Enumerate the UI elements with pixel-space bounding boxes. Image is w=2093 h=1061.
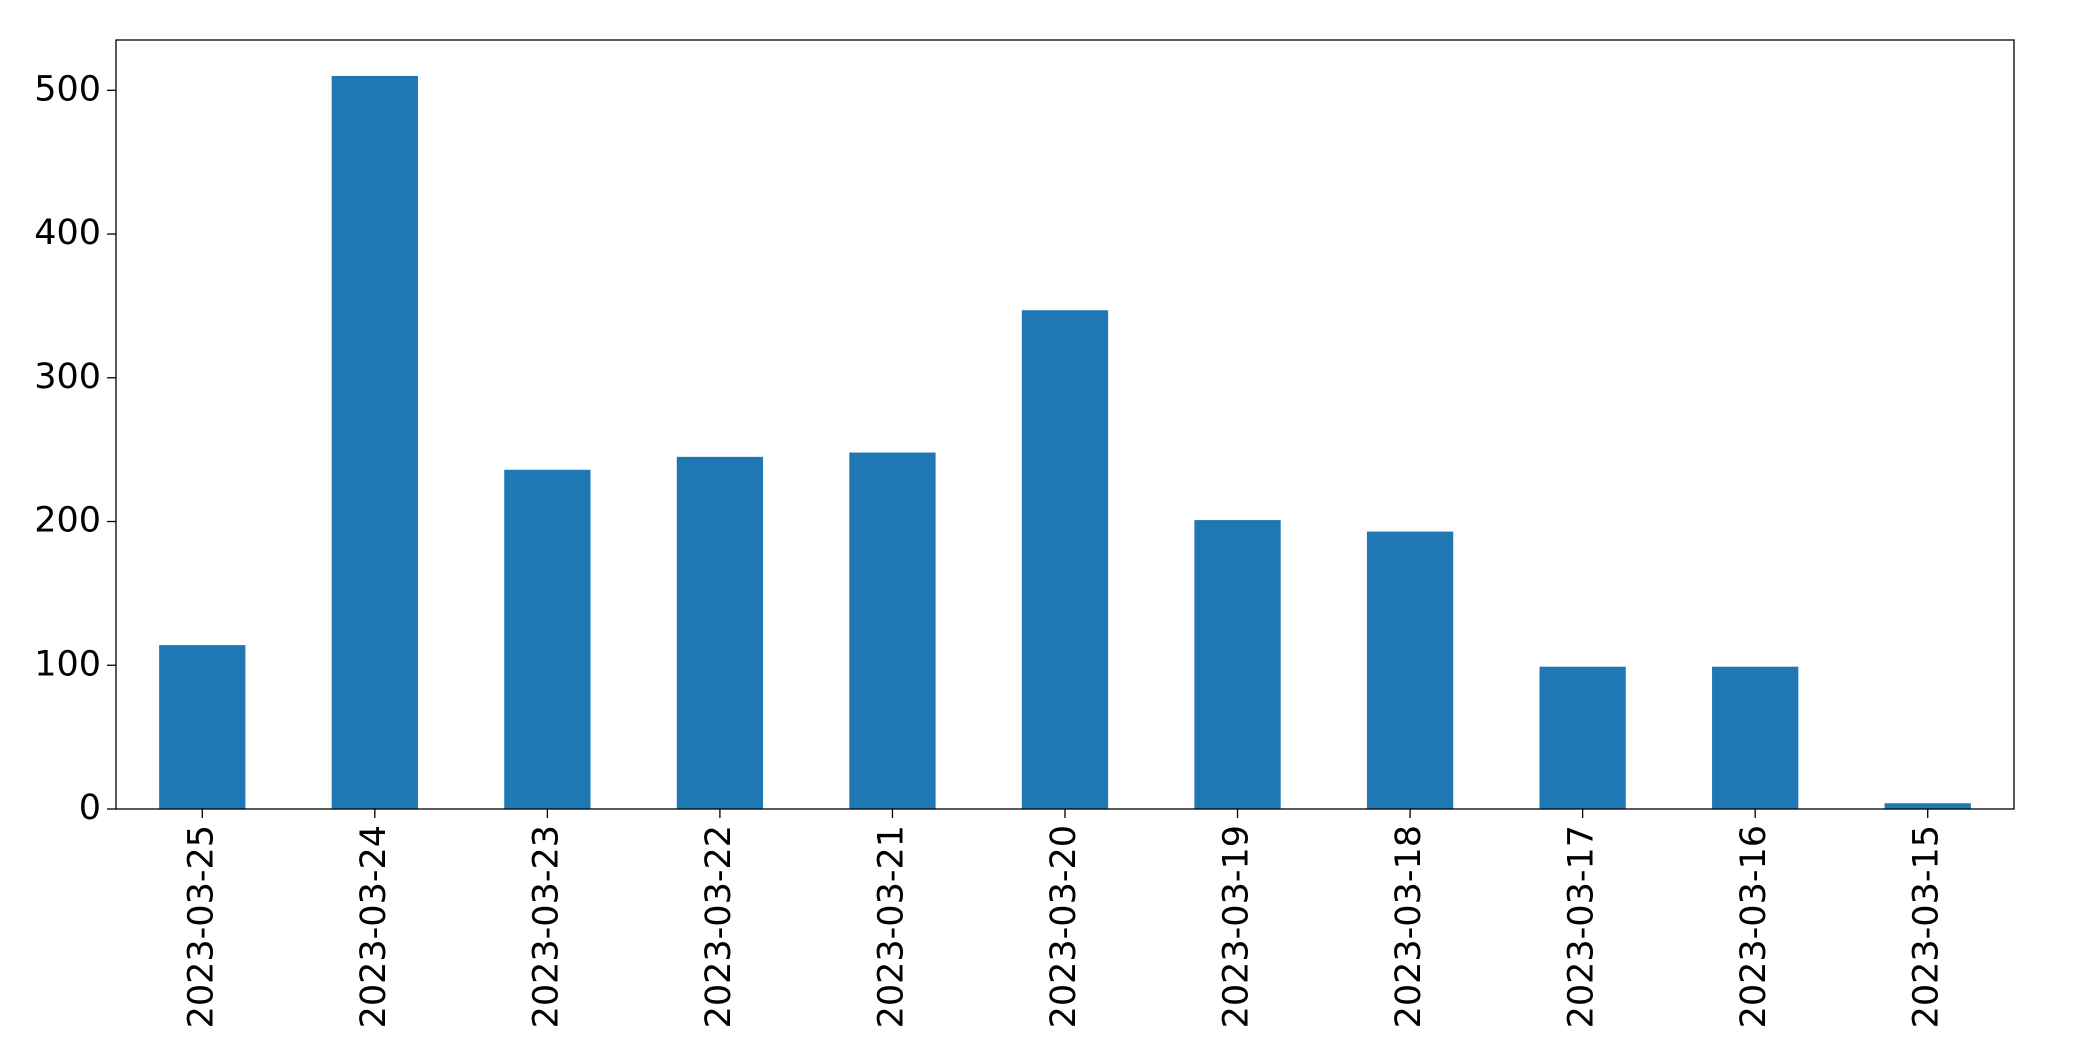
x-tick-label: 2023-03-17 (1562, 825, 1602, 1028)
bar (849, 452, 936, 809)
x-tick-label: 2023-03-19 (1217, 825, 1257, 1028)
x-tick-label: 2023-03-23 (526, 825, 566, 1028)
bar (1021, 310, 1109, 809)
x-tick-label: 2023-03-15 (1907, 825, 1947, 1028)
bar (1194, 520, 1281, 809)
bar (1539, 666, 1626, 809)
bar (1712, 666, 1799, 809)
bar (1884, 803, 1971, 809)
x-tick-label: 2023-03-25 (181, 825, 221, 1028)
plot-frame (115, 39, 2015, 810)
bar (331, 75, 418, 810)
bar (676, 456, 764, 809)
x-tick-label: 2023-03-16 (1734, 825, 1774, 1028)
y-tick-label: 200 (34, 501, 101, 541)
bar (504, 469, 591, 809)
y-tick-label: 400 (34, 213, 101, 253)
bar (1366, 531, 1454, 809)
x-tick-label: 2023-03-24 (354, 825, 394, 1028)
y-tick-label: 100 (34, 644, 101, 684)
x-tick-label: 2023-03-18 (1389, 825, 1429, 1028)
y-tick-label: 500 (34, 69, 101, 109)
x-tick-label: 2023-03-21 (871, 825, 911, 1028)
x-tick-label: 2023-03-20 (1044, 825, 1084, 1028)
x-tick-label: 2023-03-22 (699, 825, 739, 1028)
y-tick-label: 0 (79, 788, 101, 828)
y-tick-label: 300 (34, 357, 101, 397)
bar (159, 645, 246, 809)
